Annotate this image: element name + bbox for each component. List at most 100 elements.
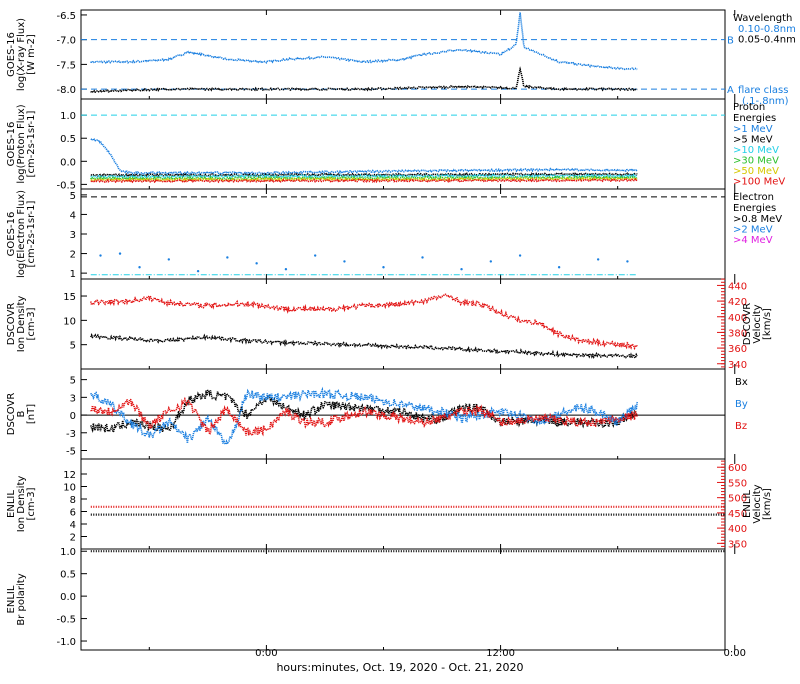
dscovr_field-legend-item: By — [735, 399, 748, 410]
dscovr_plasma-y2label: Velocity — [752, 304, 763, 343]
electron-point — [382, 266, 385, 269]
electron-ylabel: log(Electron Flux) — [16, 190, 27, 278]
dscovr_plasma-ylabel: Ion Density — [16, 296, 27, 353]
enlil_plasma-y2label: ENLIL — [742, 490, 753, 518]
electron-point — [167, 258, 171, 261]
electron-ytick-label: 3 — [70, 230, 76, 241]
electron-legend-item: >0.8 MeV — [733, 214, 782, 225]
electron-legend-item: >4 MeV — [733, 235, 773, 246]
electron-point — [313, 254, 317, 257]
electron-legend-title: Electron — [733, 192, 774, 203]
electron-point — [489, 260, 493, 263]
dscovr_field-ytick-label: -5 — [66, 446, 76, 457]
dscovr_plasma-ylabel: [cm-3] — [26, 307, 37, 340]
enlil_plasma-ytick-label: 12 — [63, 470, 76, 481]
electron-point — [255, 262, 258, 265]
proton-ylabel: GOES-16 — [6, 122, 17, 167]
enlil_plasma-y2tick-label: 500 — [728, 494, 747, 505]
proton-ytick-label: -0.5 — [56, 180, 76, 191]
x-tick-label: 12:00 — [486, 648, 515, 659]
enlil_plasma-ytick-label: 8 — [70, 495, 76, 506]
electron-ylabel: GOES-16 — [6, 212, 17, 257]
xray-legend-title: Wavelength — [733, 13, 792, 24]
enlil_plasma-ytick-label: 10 — [63, 483, 76, 494]
enlil_plasma-y2tick-label: 350 — [728, 539, 747, 550]
xray-ytick-label: -7.5 — [56, 60, 76, 71]
enlil_plasma-y2label: [km/s] — [762, 488, 773, 520]
enlil_polarity-ylabel: Br polarity — [16, 573, 27, 625]
electron-point — [118, 252, 122, 255]
dscovr_field-ytick-label: 3 — [70, 393, 76, 404]
proton-ylabel: log(Proton Flux) — [16, 104, 27, 183]
dscovr_field-series-2 — [90, 396, 638, 438]
enlil_plasma-ylabel: ENLIL — [6, 490, 17, 518]
enlil_plasma-y2tick-label: 550 — [728, 478, 747, 489]
proton-legend-item: >100 MeV — [733, 177, 785, 188]
enlil_plasma-ytick-label: 2 — [70, 533, 76, 544]
electron-point — [99, 254, 102, 257]
xray-ytick-label: -7.0 — [56, 36, 76, 47]
dscovr_plasma-series-1 — [90, 293, 638, 351]
xray-hline-label: A — [727, 85, 734, 96]
xray-ylabel: GOES-16 — [6, 32, 17, 77]
dscovr_plasma-ytick-label: 10 — [63, 316, 76, 327]
xray-hline-label: B — [727, 36, 734, 47]
proton-legend-item: >50 MeV — [733, 166, 779, 177]
electron-legend-title: Energies — [733, 203, 776, 214]
dscovr_field-ytick-label: 5 — [70, 376, 76, 387]
dscovr_field-legend-item: Bz — [735, 421, 747, 432]
dscovr_plasma-y2tick-label: 340 — [728, 360, 747, 371]
dscovr_plasma-frame — [80, 278, 726, 370]
dscovr_plasma-y2label: [km/s] — [762, 308, 773, 340]
dscovr_field-ylabel: B — [16, 410, 27, 417]
enlil_polarity-ytick-label: 0.5 — [60, 570, 76, 581]
dscovr_plasma-ytick-label: 15 — [63, 292, 76, 303]
proton-legend-item: >30 MeV — [733, 156, 779, 167]
electron-point — [460, 268, 463, 271]
electron-point — [196, 269, 200, 273]
electron-frame — [80, 188, 726, 280]
proton-ytick-label: 0.5 — [60, 134, 76, 145]
enlil_plasma-y2label: Velocity — [752, 484, 763, 523]
proton-series-2 — [90, 173, 638, 179]
electron-point — [284, 268, 288, 271]
enlil_polarity-ytick-label: 0.0 — [60, 592, 76, 603]
enlil_polarity-frame — [80, 548, 726, 651]
proton-series-5 — [90, 177, 638, 184]
x-axis-title: hours:minutes, Oct. 19, 2020 - Oct. 21, … — [276, 661, 524, 674]
electron-point — [626, 260, 629, 263]
dscovr_plasma-series-0 — [90, 333, 638, 361]
proton-legend-item: >10 MeV — [733, 145, 779, 156]
electron-ytick-label: 2 — [70, 250, 76, 261]
proton-series-3 — [90, 175, 638, 181]
electron-ytick-label: 4 — [70, 210, 76, 221]
electron-point — [421, 256, 424, 259]
electron-ytick-label: 1 — [70, 269, 76, 280]
enlil_plasma-y2tick-label: 400 — [728, 524, 747, 535]
dscovr_plasma-y2label: DSCOVR — [742, 303, 753, 346]
enlil_plasma-frame — [80, 458, 726, 550]
xray-series-1 — [90, 66, 638, 94]
xray-ytick-label: -6.5 — [56, 11, 76, 22]
proton-legend-item: >1 MeV — [733, 124, 773, 135]
electron-point — [557, 266, 561, 269]
xray-ytick-label: -8.0 — [56, 85, 76, 96]
electron-point — [343, 260, 346, 263]
xray-series-0 — [90, 12, 638, 71]
dscovr_plasma-ytick-label: 5 — [70, 341, 76, 352]
xray-ylabel: [W m-2] — [26, 34, 37, 75]
enlil_polarity-ytick-label: -0.5 — [56, 615, 76, 626]
enlil_plasma-ytick-label: 4 — [70, 520, 76, 531]
dscovr_field-ylabel: [nT] — [26, 404, 37, 424]
electron-legend-item: >2 MeV — [733, 225, 773, 236]
proton-series-0 — [90, 138, 638, 176]
xray-legend-item: 0.10-0.8nm — [738, 24, 796, 35]
proton-legend-item: >5 MeV — [733, 135, 773, 146]
enlil_polarity-ylabel: ENLIL — [6, 585, 17, 613]
enlil_plasma-ylabel: Ion Density — [16, 476, 27, 533]
enlil_polarity-ytick-label: -1.0 — [56, 637, 76, 648]
dscovr_plasma-ylabel: DSCOVR — [6, 303, 17, 346]
electron-point — [596, 258, 600, 261]
